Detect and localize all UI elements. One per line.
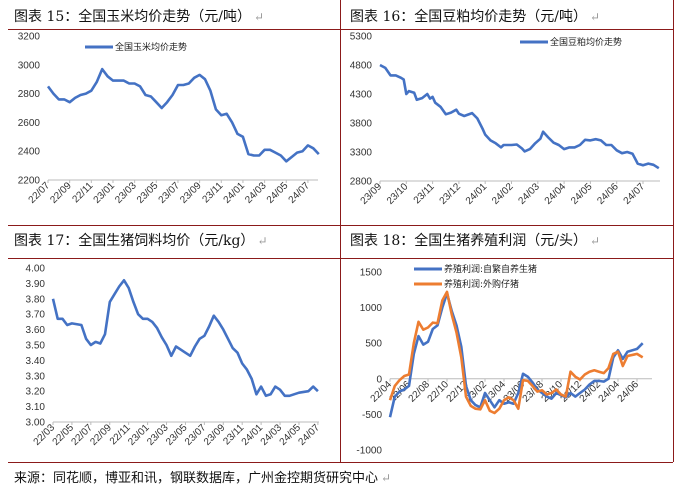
y-tick-label: 4800 (350, 61, 373, 72)
x-tick-label: 24/02 (490, 181, 516, 207)
y-tick-label: 3.20 (26, 387, 46, 398)
figure-18-title: 图表 18：全国生猪养殖利润（元/头） ↵ (350, 230, 600, 250)
divider (673, 0, 674, 462)
x-tick-label: 24/04 (543, 181, 569, 207)
y-tick-label: 4300 (350, 90, 373, 101)
return-mark: ↵ (257, 234, 268, 248)
series-line-1 (46, 67, 320, 163)
y-tick-label: 3.70 (26, 310, 46, 321)
x-tick-label: 23/09 (178, 180, 204, 206)
y-tick-label: 3.10 (26, 402, 46, 413)
legend-label: 全国玉米均价走势 (115, 41, 187, 53)
x-tick-label: 22/11 (70, 180, 95, 205)
y-tick-label: 2800 (350, 177, 373, 188)
x-tick-label: 24/03 (516, 181, 542, 207)
y-tick-label: 3.90 (26, 279, 46, 290)
x-tick-label: 24/01 (464, 181, 490, 207)
x-tick-label: 23/09 (202, 422, 228, 448)
figure-16-title-text: 图表 16：全国豆粕均价走势（元/吨） (350, 9, 587, 25)
x-tick-label: 24/05 (569, 181, 595, 207)
y-tick-label: 500 (365, 339, 382, 350)
legend-label: 养殖利润:自繁自养生猪 (444, 263, 537, 275)
y-tick-label: 3.30 (26, 371, 46, 382)
chart-17: 3.00 3.10 3.20 3.30 3.40 3.50 3.60 3.70 3.80 3.90… (26, 264, 323, 448)
figure-17-title: 图表 17：全国生猪饲料均价（元/kg） ↵ (14, 230, 268, 250)
y-tick-label: 3.40 (26, 356, 46, 367)
y-tick-label: 3800 (350, 119, 373, 130)
x-tick-label: 24/05 (265, 180, 291, 206)
chart-15: 22002400260028003000320022/0722/0922/112… (18, 32, 320, 206)
divider (340, 0, 341, 462)
y-tick-label: -500 (362, 410, 382, 421)
x-tick-label: 24/07 (297, 422, 323, 448)
x-tick-label: 23/07 (157, 180, 183, 206)
figure-15-title: 图表 15：全国玉米均价走势（元/吨） ↵ (14, 6, 264, 26)
y-tick-label: 1000 (360, 303, 383, 314)
y-tick-label: 3.60 (26, 325, 46, 336)
y-tick-label: 0 (376, 374, 382, 385)
y-tick-label: 3000 (18, 60, 41, 71)
series-line-1 (388, 292, 644, 418)
divider (8, 462, 673, 463)
y-tick-label: 3.50 (26, 341, 46, 352)
y-tick-label: 3.00 (26, 418, 46, 429)
y-tick-label: 2200 (18, 176, 41, 187)
series-line-2 (388, 290, 644, 415)
return-mark: ↵ (253, 10, 265, 24)
x-tick-label: 24/06 (616, 379, 642, 405)
figure-17-title-text: 图表 17：全国生猪饲料均价（元/kg） (14, 233, 255, 249)
x-tick-label: 24/06 (595, 181, 621, 207)
x-tick-label: 22/09 (48, 180, 74, 206)
series-line-1 (51, 279, 319, 398)
legend-label: 养殖利润:外购仔猪 (444, 278, 519, 290)
x-tick-label: 23/05 (135, 180, 161, 206)
y-tick-label: 2400 (18, 147, 41, 158)
y-tick-label: 4.00 (26, 264, 46, 275)
x-tick-label: 23/12 (438, 181, 464, 207)
y-tick-label: 2600 (18, 118, 41, 129)
chart-18: -1000-50005001000150022/0422/0622/0822/1… (356, 263, 652, 457)
figure-18-title-text: 图表 18：全国生猪养殖利润（元/头） (350, 233, 587, 249)
figure-16-title: 图表 16：全国豆粕均价走势（元/吨） ↵ (350, 6, 600, 26)
x-tick-label: 23/10 (385, 181, 411, 207)
y-tick-label: 2800 (18, 89, 41, 100)
series-line-1 (379, 63, 660, 170)
y-tick-label: 1500 (360, 268, 383, 279)
x-tick-label: 24/01 (222, 180, 248, 206)
y-tick-label: 5300 (350, 32, 373, 43)
return-mark: ↵ (589, 10, 601, 24)
return-mark: ↵ (381, 471, 392, 485)
x-tick-label: 24/07 (287, 180, 313, 206)
figure-15-title-text: 图表 15：全国玉米均价走势（元/吨） (14, 9, 251, 25)
legend-label: 全国豆粕均价走势 (550, 36, 622, 48)
x-tick-label: 23/11 (200, 180, 225, 205)
return-mark: ↵ (589, 234, 601, 248)
x-tick-label: 23/01 (92, 180, 118, 206)
x-tick-label: 22/09 (88, 422, 114, 448)
x-tick-label: 24/07 (622, 181, 648, 207)
x-tick-label: 23/11 (412, 181, 437, 206)
x-tick-label: 24/03 (243, 180, 269, 206)
y-tick-label: 3300 (350, 148, 373, 159)
x-tick-label: 23/03 (113, 180, 139, 206)
source-text: 来源：同花顺，博亚和讯，钢联数据库，广州金控期货研究中心 (14, 471, 379, 486)
y-tick-label: -1000 (356, 446, 382, 457)
source-note: 来源：同花顺，博亚和讯，钢联数据库，广州金控期货研究中心 ↵ (14, 467, 391, 486)
y-tick-label: 3200 (18, 32, 41, 43)
y-tick-label: 3.80 (26, 294, 46, 305)
